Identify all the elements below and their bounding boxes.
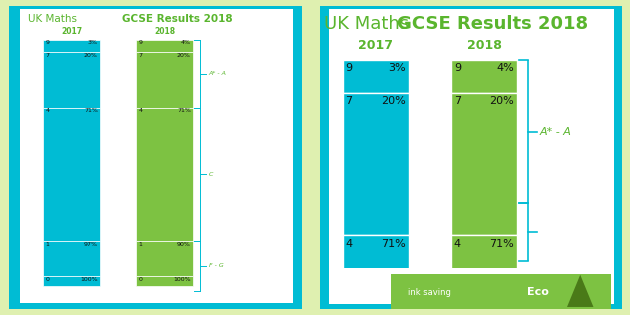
Text: UK Maths: UK Maths xyxy=(28,14,80,24)
Text: GCSE Results 2018: GCSE Results 2018 xyxy=(397,15,588,33)
Text: C: C xyxy=(209,172,213,177)
FancyBboxPatch shape xyxy=(9,6,302,309)
Text: GCSE Results 2018: GCSE Results 2018 xyxy=(122,14,232,24)
Text: 7: 7 xyxy=(45,53,50,58)
Text: 9: 9 xyxy=(45,40,50,45)
Text: 0: 0 xyxy=(139,277,142,282)
Text: 3%: 3% xyxy=(88,40,98,45)
Text: 100%: 100% xyxy=(173,277,191,282)
Text: 2017: 2017 xyxy=(61,27,83,36)
Polygon shape xyxy=(567,275,593,307)
Text: 4: 4 xyxy=(345,238,353,249)
FancyBboxPatch shape xyxy=(43,241,100,276)
FancyBboxPatch shape xyxy=(329,9,614,304)
FancyBboxPatch shape xyxy=(43,52,100,107)
Text: A* - A: A* - A xyxy=(539,127,571,137)
FancyBboxPatch shape xyxy=(451,235,517,315)
Text: 100%: 100% xyxy=(80,277,98,282)
Text: 7: 7 xyxy=(454,96,461,106)
FancyBboxPatch shape xyxy=(343,235,409,315)
Text: 71%: 71% xyxy=(381,238,406,249)
FancyBboxPatch shape xyxy=(343,93,409,235)
FancyBboxPatch shape xyxy=(320,6,622,309)
FancyBboxPatch shape xyxy=(136,40,193,52)
Text: 4: 4 xyxy=(139,108,142,113)
Text: 20%: 20% xyxy=(490,96,514,106)
Text: A* - A: A* - A xyxy=(209,71,227,76)
Text: ink saving: ink saving xyxy=(408,288,451,296)
Text: 71%: 71% xyxy=(177,108,191,113)
Text: 71%: 71% xyxy=(84,108,98,113)
Text: 1: 1 xyxy=(45,242,50,247)
FancyBboxPatch shape xyxy=(136,107,193,241)
FancyBboxPatch shape xyxy=(43,107,100,241)
FancyBboxPatch shape xyxy=(136,276,193,286)
Text: 2017: 2017 xyxy=(358,39,393,52)
Text: 9: 9 xyxy=(345,63,353,73)
FancyBboxPatch shape xyxy=(136,241,193,276)
FancyBboxPatch shape xyxy=(391,274,611,309)
Text: 97%: 97% xyxy=(84,242,98,247)
Text: Eco: Eco xyxy=(527,287,549,297)
Text: 71%: 71% xyxy=(490,238,514,249)
FancyBboxPatch shape xyxy=(451,60,517,93)
FancyBboxPatch shape xyxy=(43,276,100,286)
Text: 3%: 3% xyxy=(388,63,406,73)
Text: 2018: 2018 xyxy=(467,39,501,52)
Text: 20%: 20% xyxy=(381,96,406,106)
Text: 4: 4 xyxy=(454,238,461,249)
Text: F - G: F - G xyxy=(209,263,224,268)
FancyBboxPatch shape xyxy=(343,60,409,93)
Text: 0: 0 xyxy=(45,277,50,282)
Text: 7: 7 xyxy=(139,53,142,58)
FancyBboxPatch shape xyxy=(20,9,293,303)
Text: 9: 9 xyxy=(139,40,142,45)
Text: UK Maths: UK Maths xyxy=(324,15,415,33)
Text: 4%: 4% xyxy=(181,40,191,45)
FancyBboxPatch shape xyxy=(43,40,100,52)
Text: 1: 1 xyxy=(139,242,142,247)
FancyBboxPatch shape xyxy=(451,93,517,235)
Text: 9: 9 xyxy=(454,63,461,73)
Text: 4%: 4% xyxy=(496,63,514,73)
Text: 20%: 20% xyxy=(84,53,98,58)
Text: 90%: 90% xyxy=(177,242,191,247)
Text: 7: 7 xyxy=(345,96,353,106)
Text: 4: 4 xyxy=(45,108,50,113)
FancyBboxPatch shape xyxy=(136,52,193,107)
Text: 2018: 2018 xyxy=(154,27,175,36)
Text: 20%: 20% xyxy=(177,53,191,58)
